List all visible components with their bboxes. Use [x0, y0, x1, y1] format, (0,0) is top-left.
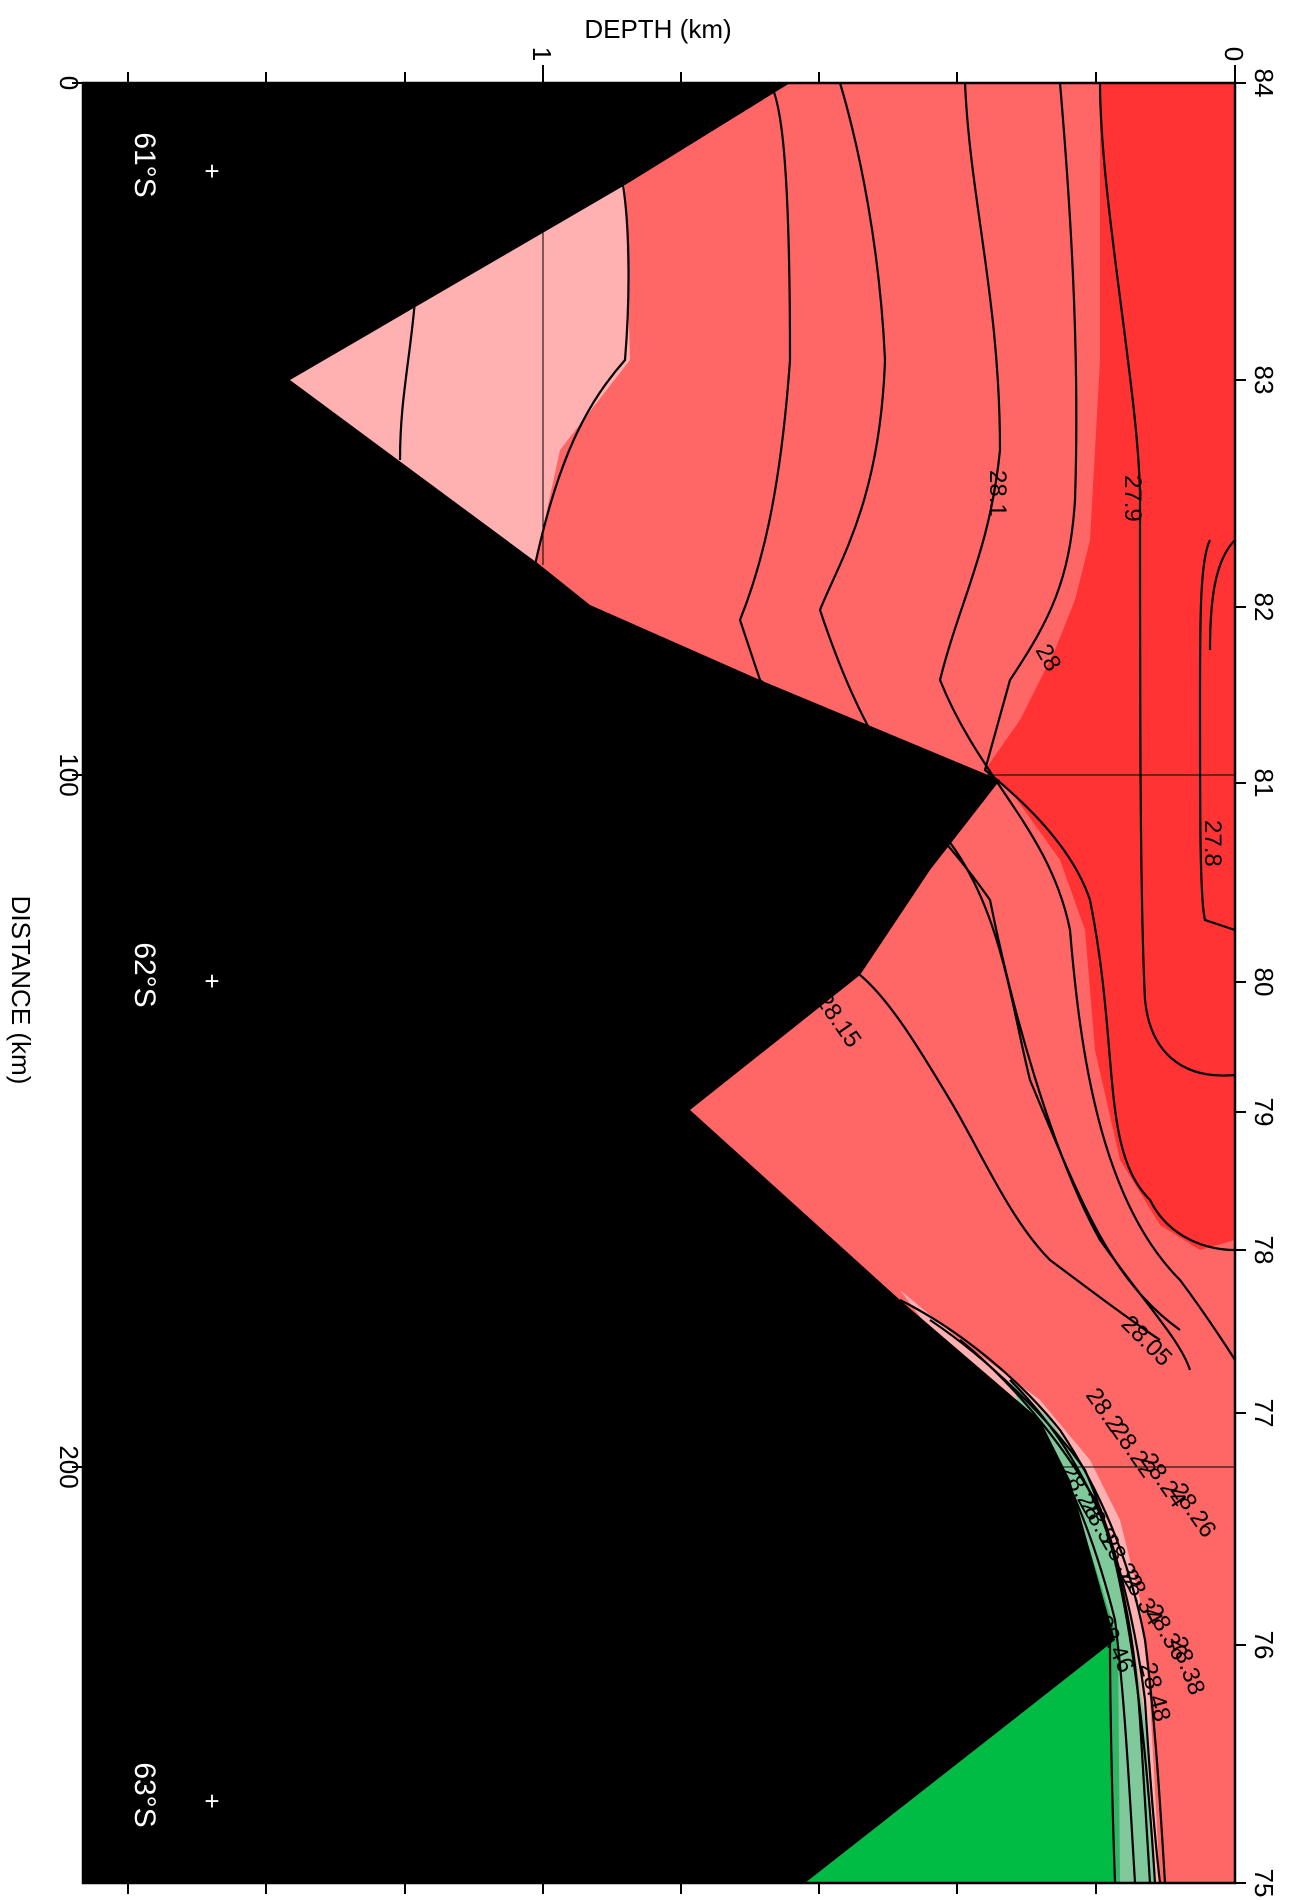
- latitude-markers: + 61°S + 62°S + 63°S: [128, 132, 220, 1827]
- x-tick-label: 1: [527, 47, 557, 61]
- right-tick-label: 75: [1249, 1869, 1279, 1898]
- station-marker: +: [204, 966, 219, 996]
- right-axis-labels: 84 83 82 81 80 79 78 77 76 75: [1249, 69, 1279, 1898]
- right-tick-label: 84: [1249, 69, 1279, 98]
- contour-label: 27.8: [1199, 820, 1226, 867]
- left-axis: [72, 82, 83, 1468]
- field-deep-red: [985, 83, 1235, 1250]
- latitude-label-62: 62°S: [128, 942, 161, 1007]
- right-tick-label: 82: [1249, 593, 1279, 622]
- station-marker: +: [204, 156, 219, 186]
- contour-label: 28.1: [984, 470, 1011, 517]
- y-tick-label: 100: [54, 753, 84, 796]
- top-axis: [127, 65, 1236, 83]
- right-tick-label: 81: [1249, 769, 1279, 798]
- bathymetry: [83, 83, 1115, 1883]
- right-tick-label: 83: [1249, 366, 1279, 395]
- y-axis-title: DISTANCE (km): [6, 896, 36, 1085]
- right-axis: [1235, 82, 1246, 1884]
- right-tick-label: 78: [1249, 1236, 1279, 1265]
- contour-label: 27.9: [1119, 475, 1146, 522]
- x-tick-label: 0: [1219, 47, 1249, 61]
- latitude-label-61: 61°S: [128, 132, 161, 197]
- y-tick-label: 0: [54, 76, 84, 90]
- y-tick-label: 200: [54, 1445, 84, 1488]
- right-tick-label: 79: [1249, 1098, 1279, 1127]
- station-marker: +: [204, 1786, 219, 1816]
- contours: [398, 82, 1236, 1884]
- right-tick-label: 80: [1249, 968, 1279, 997]
- bottom-axis: [127, 1883, 1097, 1894]
- right-tick-label: 76: [1249, 1631, 1279, 1660]
- latitude-label-63: 63°S: [128, 1762, 161, 1827]
- x-axis-title: DEPTH (km): [584, 14, 731, 44]
- right-tick-label: 77: [1249, 1399, 1279, 1428]
